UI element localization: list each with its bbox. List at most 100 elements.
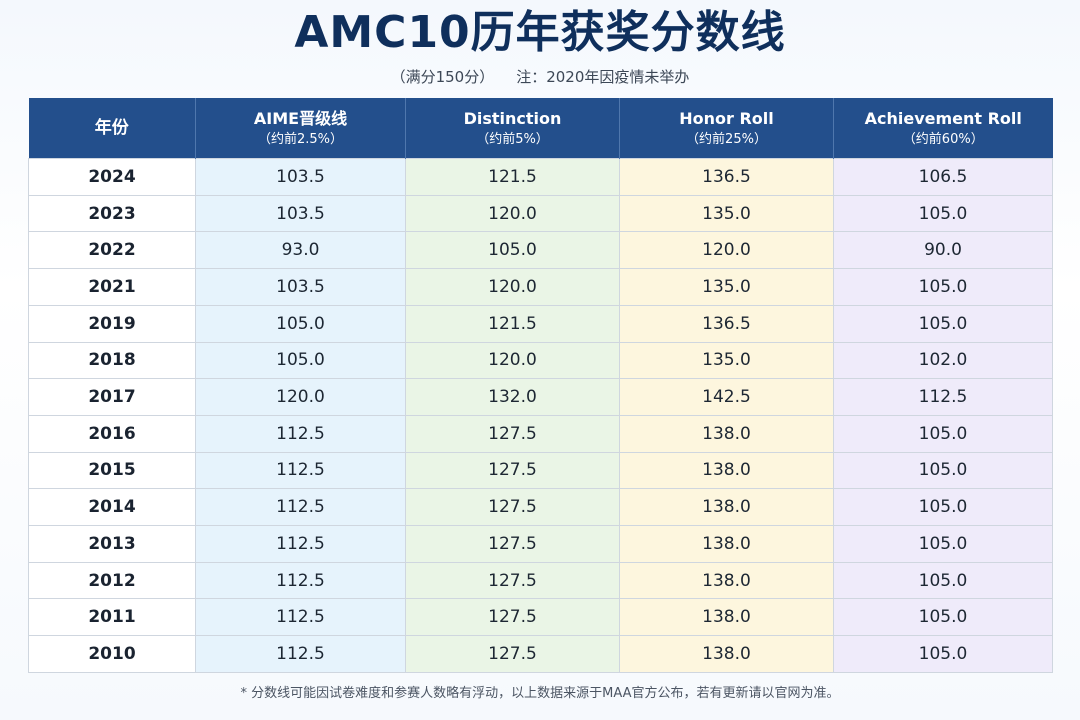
honor-roll-cell: 138.0	[619, 561, 834, 599]
aime-cell: 112.5	[195, 414, 406, 453]
distinction-cell: 105.0	[405, 231, 620, 269]
year-cell: 2021	[28, 268, 196, 306]
year-cell: 2012	[28, 561, 196, 599]
distinction-cell: 121.5	[405, 304, 620, 343]
honor-roll-cell: 138.0	[619, 598, 834, 636]
honor-roll-cell: 138.0	[619, 414, 834, 453]
distinction-cell: 121.5	[405, 158, 620, 196]
achievement-roll-cell: 105.0	[833, 488, 1053, 526]
aime-cell: 112.5	[195, 561, 406, 599]
achievement-roll-cell: 105.0	[833, 194, 1053, 232]
aime-cell: 112.5	[195, 488, 406, 526]
honor-roll-cell: 138.0	[619, 488, 834, 526]
achievement-roll-cell: 105.0	[833, 414, 1053, 453]
year-cell: 2013	[28, 525, 196, 563]
achievement-roll-cell: 112.5	[833, 378, 1053, 416]
aime-cell: 112.5	[195, 451, 406, 489]
honor-roll-cell: 135.0	[619, 341, 834, 379]
year-cell: 2010	[28, 635, 196, 673]
aime-cell: 112.5	[195, 525, 406, 563]
year-cell: 2018	[28, 341, 196, 379]
aime-cell: 112.5	[195, 598, 406, 636]
achievement-roll-cell: 105.0	[833, 635, 1053, 673]
year-cell: 2014	[28, 488, 196, 526]
table-row: 2012 112.5 127.5 138.0 105.0	[28, 561, 1053, 599]
header-honor-roll: Honor Roll （约前25%）	[619, 98, 834, 159]
distinction-cell: 127.5	[405, 525, 620, 563]
achievement-roll-cell: 105.0	[833, 304, 1053, 343]
honor-roll-cell: 138.0	[619, 525, 834, 563]
achievement-roll-cell: 90.0	[833, 231, 1053, 269]
header-achievement-roll-label: Achievement Roll	[864, 108, 1022, 128]
table-header-row: 年份 AIME晋级线 （约前2.5%） Distinction （约前5%） H…	[28, 98, 1053, 159]
achievement-roll-cell: 105.0	[833, 561, 1053, 599]
table-row: 2015 112.5 127.5 138.0 105.0	[28, 451, 1053, 489]
header-achievement-roll: Achievement Roll （约前60%）	[833, 98, 1053, 159]
distinction-cell: 127.5	[405, 635, 620, 673]
honor-roll-cell: 138.0	[619, 451, 834, 489]
honor-roll-cell: 135.0	[619, 268, 834, 306]
header-honor-roll-sub: （约前25%）	[686, 131, 767, 147]
score-table: 年份 AIME晋级线 （约前2.5%） Distinction （约前5%） H…	[28, 98, 1053, 673]
table-row: 2018 105.0 120.0 135.0 102.0	[28, 341, 1053, 379]
cancellation-note: 注：2020年因疫情未举办	[516, 68, 690, 86]
table-row: 2014 112.5 127.5 138.0 105.0	[28, 488, 1053, 526]
honor-roll-cell: 135.0	[619, 194, 834, 232]
table-row: 2016 112.5 127.5 138.0 105.0	[28, 414, 1053, 453]
header-distinction-sub: （约前5%）	[476, 131, 549, 147]
year-cell: 2023	[28, 194, 196, 232]
honor-roll-cell: 138.0	[619, 635, 834, 673]
year-cell: 2024	[28, 158, 196, 196]
honor-roll-cell: 136.5	[619, 158, 834, 196]
aime-cell: 105.0	[195, 304, 406, 343]
table-row: 2023 103.5 120.0 135.0 105.0	[28, 194, 1053, 232]
page-title: AMC10历年获奖分数线	[294, 7, 786, 58]
table-row: 2021 103.5 120.0 135.0 105.0	[28, 268, 1053, 306]
achievement-roll-cell: 105.0	[833, 268, 1053, 306]
honor-roll-cell: 120.0	[619, 231, 834, 269]
aime-cell: 120.0	[195, 378, 406, 416]
distinction-cell: 127.5	[405, 561, 620, 599]
header-distinction: Distinction （约前5%）	[405, 98, 620, 159]
distinction-cell: 127.5	[405, 414, 620, 453]
achievement-roll-cell: 105.0	[833, 451, 1053, 489]
table-row: 2017 120.0 132.0 142.5 112.5	[28, 378, 1053, 416]
full-score-note: （满分150分）	[390, 68, 495, 86]
distinction-cell: 120.0	[405, 194, 620, 232]
year-cell: 2022	[28, 231, 196, 269]
header-year-label: 年份	[94, 117, 129, 138]
year-cell: 2016	[28, 414, 196, 453]
aime-cell: 103.5	[195, 158, 406, 196]
achievement-roll-cell: 105.0	[833, 598, 1053, 636]
header-aime-label: AIME晋级线	[253, 108, 348, 128]
header-honor-roll-label: Honor Roll	[679, 108, 774, 128]
distinction-cell: 127.5	[405, 488, 620, 526]
distinction-cell: 120.0	[405, 268, 620, 306]
year-cell: 2017	[28, 378, 196, 416]
distinction-cell: 127.5	[405, 451, 620, 489]
header-achievement-roll-sub: （约前60%）	[902, 131, 984, 147]
aime-cell: 103.5	[195, 194, 406, 232]
aime-cell: 105.0	[195, 341, 406, 379]
table-row: 2013 112.5 127.5 138.0 105.0	[28, 525, 1053, 563]
distinction-cell: 132.0	[405, 378, 620, 416]
aime-cell: 103.5	[195, 268, 406, 306]
header-year: 年份	[28, 98, 196, 159]
honor-roll-cell: 136.5	[619, 304, 834, 343]
table-row: 2011 112.5 127.5 138.0 105.0	[28, 598, 1053, 636]
year-cell: 2019	[28, 304, 196, 343]
table-row: 2024 103.5 121.5 136.5 106.5	[28, 158, 1053, 196]
achievement-roll-cell: 102.0	[833, 341, 1053, 379]
table-row: 2010 112.5 127.5 138.0 105.0	[28, 635, 1053, 673]
aime-cell: 93.0	[195, 231, 406, 269]
footnote: * 分数线可能因试卷难度和参赛人数略有浮动，以上数据来源于MAA官方公布，若有更…	[240, 686, 840, 701]
distinction-cell: 127.5	[405, 598, 620, 636]
header-distinction-label: Distinction	[463, 108, 562, 128]
honor-roll-cell: 142.5	[619, 378, 834, 416]
year-cell: 2015	[28, 451, 196, 489]
header-aime-sub: （约前2.5%）	[257, 131, 344, 147]
table-row: 2022 93.0 105.0 120.0 90.0	[28, 231, 1053, 269]
distinction-cell: 120.0	[405, 341, 620, 379]
table-row: 2019 105.0 121.5 136.5 105.0	[28, 304, 1053, 343]
achievement-roll-cell: 106.5	[833, 158, 1053, 196]
